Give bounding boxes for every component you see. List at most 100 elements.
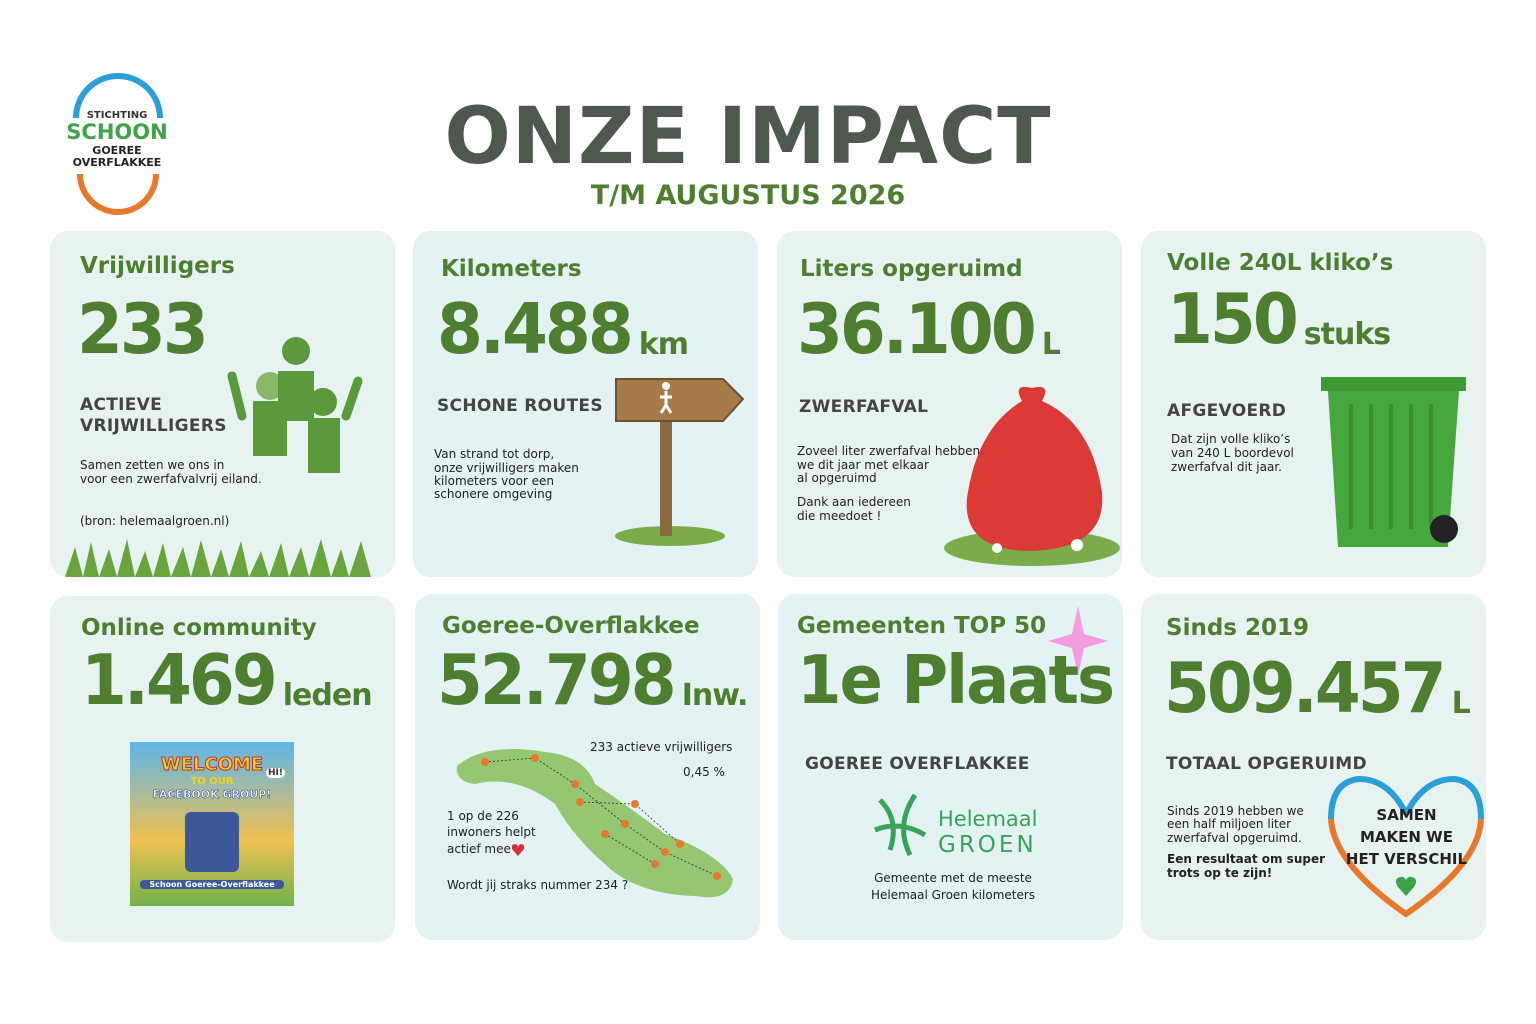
bin	[1321, 377, 1466, 547]
card-heading: Vrijwilligers	[80, 253, 235, 279]
card-heading: Gemeenten TOP 50	[797, 613, 1047, 639]
image-text: FACEBOOK GROUP!	[152, 788, 272, 802]
card: Liters opgeruimd 36.100 L ZWERFAFVAL Zove…	[777, 231, 1122, 577]
label: AFGEVOERD	[1167, 401, 1287, 421]
body-line: Gemeente met de meeste	[874, 871, 1032, 885]
logo-text: GOEREE	[92, 144, 142, 157]
logo-text: OVERFLAKKEE	[72, 156, 162, 169]
logo-arcs	[73, 73, 163, 215]
logo-text: Helemaal	[938, 807, 1038, 831]
image-text: Schoon Goeree-Overflakkee	[140, 880, 284, 889]
note: 233 actieve vrijwilligers	[590, 740, 733, 754]
island-map	[456, 749, 733, 898]
body-line: zwerfafval dit jaar.	[1171, 460, 1282, 474]
body-line: kilometers voor een	[434, 474, 555, 488]
heart-text: SAMEN	[1376, 806, 1437, 824]
source: (bron: helemaalgroen.nl)	[80, 514, 230, 528]
card: Goeree-Overflakkee 52.798 Inw. 233 actiev…	[415, 594, 760, 940]
body-line: we dit jaar met elkaar	[797, 458, 929, 472]
label: GOEREE OVERFLAKKEE	[805, 754, 1030, 774]
value: 1e Plaats	[797, 642, 1115, 720]
body-line: 1 op de 226	[447, 809, 519, 823]
card: Kilometers 8.488 km SCHONE ROUTES Van str…	[413, 231, 758, 577]
value: 1.469	[81, 640, 278, 721]
label: TOTAAL OPGERUIMD	[1166, 754, 1367, 774]
logo-text: SCHOON	[66, 120, 168, 144]
value: 8.488	[437, 289, 634, 370]
card: Sinds 2019 509.457 L TOTAAL OPGERUIMD Sin…	[1141, 594, 1486, 940]
subtitle: T/M AUGUSTUS 2026	[590, 180, 906, 211]
value-row: 1.469 leden	[81, 640, 373, 721]
body-line: Van strand tot dorp,	[434, 447, 555, 461]
body-line: van 240 L boordevol	[1171, 446, 1294, 460]
value: 509.457	[1164, 648, 1447, 729]
logo-text: STICHTING	[86, 110, 148, 121]
card-heading: Online community	[81, 615, 317, 641]
unit: L	[1451, 686, 1471, 721]
card: Online community 1.469 leden WELCOME TO O…	[50, 596, 395, 942]
image-phone	[185, 812, 239, 872]
value: 52.798	[437, 640, 677, 721]
value-row: 1e Plaats	[797, 642, 1115, 720]
value-row: 8.488 km	[437, 289, 689, 370]
note: 0,45 %	[683, 765, 725, 779]
value-row: 150 stuks	[1167, 279, 1391, 360]
value: 36.100	[797, 289, 1037, 370]
body-line: inwoners helpt	[447, 825, 536, 839]
label: SCHONE ROUTES	[437, 396, 603, 416]
title: ONZE IMPACT	[444, 92, 1052, 182]
people-icon	[227, 337, 363, 473]
image-text: HI!	[266, 768, 285, 778]
logo: STICHTING SCHOON GOEREE OVERFLAKKEE	[62, 73, 172, 215]
question: Wordt jij straks nummer 234 ?	[447, 878, 629, 892]
body-line: Samen zetten we ons in	[80, 458, 225, 472]
image-text: WELCOME	[160, 754, 264, 776]
value-row: 233	[77, 289, 209, 370]
value: 150	[1167, 279, 1299, 360]
card-heading: Goeree-Overflakkee	[442, 613, 700, 639]
unit: L	[1041, 327, 1061, 362]
body-line: zwerfafval opgeruimd.	[1167, 831, 1302, 845]
body-line: voor een zwerfafvalvrij eiland.	[80, 472, 262, 486]
image-text: TO OUR	[190, 776, 234, 787]
body-line: actief mee	[447, 842, 511, 856]
trash-bag	[944, 386, 1120, 566]
helemaal-groen-icon	[874, 793, 927, 857]
body-line: schonere omgeving	[434, 487, 553, 501]
label: ACTIEVE	[80, 395, 163, 415]
value-row: 509.457 L	[1164, 648, 1471, 729]
value-row: 52.798 Inw.	[437, 640, 749, 721]
unit: leden	[282, 678, 373, 713]
grass	[65, 539, 371, 577]
card-heading: Sinds 2019	[1166, 615, 1309, 641]
card: Gemeenten TOP 50 1e Plaats GOEREE OVERFL…	[778, 594, 1123, 940]
body-bold: Een resultaat om super	[1167, 852, 1326, 866]
body-line: een half miljoen liter	[1167, 817, 1292, 831]
body-line: Dank aan iedereen	[797, 495, 911, 509]
body-line: die meedoet !	[797, 509, 882, 523]
card-heading: Liters opgeruimd	[800, 256, 1023, 282]
heart	[1328, 775, 1484, 918]
heart-icon	[511, 844, 525, 856]
body-bold: trots op te zijn!	[1167, 866, 1273, 880]
unit: Inw.	[681, 678, 749, 713]
body-line: Helemaal Groen kilometers	[870, 888, 1036, 902]
card: Volle 240L kliko’s 150 stuks AFGEVOERD Da…	[1141, 231, 1486, 577]
heart-text: HET VERSCHIL	[1345, 850, 1468, 868]
label: ZWERFAFVAL	[799, 397, 929, 417]
signpost	[615, 378, 745, 546]
body-line: Zoveel liter zwerfafval hebben	[797, 444, 981, 458]
card-heading: Kilometers	[441, 256, 582, 282]
heart-text: MAKEN WE	[1360, 828, 1453, 846]
body-line: al opgeruimd	[797, 471, 877, 485]
body-line: Dat zijn volle kliko’s	[1171, 432, 1291, 446]
value: 233	[77, 289, 209, 370]
body-line: onze vrijwilligers maken	[434, 461, 579, 475]
card-heading: Volle 240L kliko’s	[1167, 250, 1394, 276]
facebook-image: WELCOME TO OUR FACEBOOK GROUP! HI! Schoo…	[130, 742, 294, 906]
value-row: 36.100 L	[797, 289, 1061, 370]
logo-text: GROEN	[938, 832, 1037, 858]
star	[1048, 606, 1108, 676]
label: VRIJWILLIGERS	[80, 416, 227, 436]
